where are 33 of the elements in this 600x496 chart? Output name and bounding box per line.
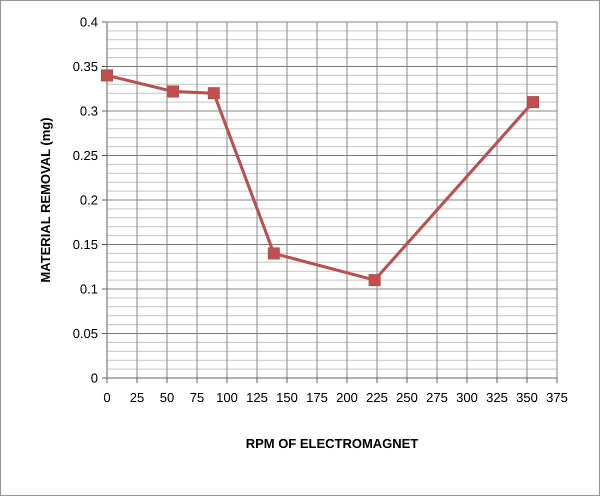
point xyxy=(208,87,220,100)
y-tick-label: 0.35 xyxy=(72,59,98,74)
y-axis-title: MATERIAL REMOVAL (mg) xyxy=(38,117,53,283)
x-tick-label: 350 xyxy=(516,390,538,405)
x-tick-label: 75 xyxy=(190,390,204,405)
x-tick-label: 150 xyxy=(276,390,298,405)
x-tick-label: 50 xyxy=(160,390,174,405)
x-tick-label: 100 xyxy=(216,390,238,405)
x-tick-label: 225 xyxy=(366,390,388,405)
y-tick-label: 0.15 xyxy=(72,237,98,252)
x-tick-label: 375 xyxy=(546,390,568,405)
point xyxy=(167,85,179,98)
point xyxy=(101,69,113,82)
point xyxy=(268,247,280,260)
point xyxy=(527,96,539,108)
x-tick-label: 275 xyxy=(426,390,448,405)
y-tick-label: 0.3 xyxy=(80,104,98,119)
x-tick-label: 25 xyxy=(130,390,144,405)
x-tick-label: 200 xyxy=(336,390,358,405)
x-tick-label: 300 xyxy=(456,390,478,405)
y-tick-label: 0.4 xyxy=(80,14,98,30)
point xyxy=(368,274,381,286)
y-tick-label: 0.2 xyxy=(80,192,98,208)
x-tick-label: 250 xyxy=(396,390,418,405)
x-tick-label: 0 xyxy=(103,390,111,405)
y-tick-label: 0.25 xyxy=(72,148,98,164)
y-tick-label: 0.1 xyxy=(80,282,98,297)
x-axis-title: RPM OF ELECTROMAGNET xyxy=(246,436,418,451)
x-tick-label: 175 xyxy=(306,390,328,405)
y-tick-label: 0.05 xyxy=(72,326,98,342)
y-tick-label: 0 xyxy=(90,370,98,386)
x-tick-label: 325 xyxy=(486,390,508,405)
x-tick-label: 125 xyxy=(246,390,268,405)
